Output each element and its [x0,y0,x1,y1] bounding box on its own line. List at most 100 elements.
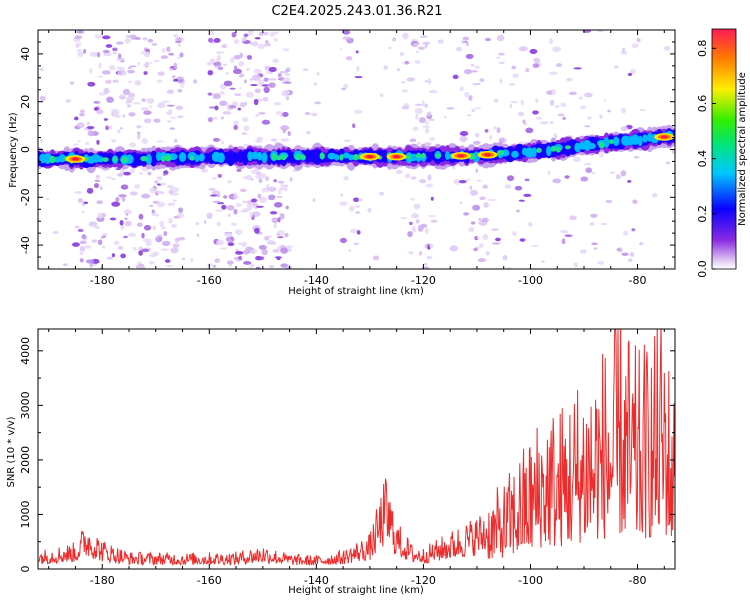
spectrogram-noise-blob [379,93,384,98]
spectrogram-noise-blob [459,130,469,136]
spectrogram-ridge-segment [97,156,104,163]
spectrogram-noise-blob [168,217,173,224]
spectrogram-noise-blob [148,261,155,265]
spectrogram-noise-blob [268,82,276,88]
spectrogram-noise-blob [222,111,232,115]
spectrogram-noise-blob [585,167,593,174]
spectrogram-noise-blob [129,191,138,196]
spectrogram-noise-blob [470,70,478,73]
spectrogram-noise-blob [129,142,136,148]
spectrogram-noise-blob [172,243,180,248]
spectrogram-noise-blob [277,73,282,78]
spectrogram-noise-blob [160,55,169,59]
spectrogram-ridge-segment [334,154,340,161]
spectrogram-noise-blob [493,98,499,103]
spectrogram-noise-blob [261,84,270,87]
spectrogram-noise-blob [137,133,141,140]
spectrogram-noise-blob [476,179,482,182]
spectrogram-noise-blob [287,131,291,136]
spectrogram-noise-blob [615,174,621,180]
spectrogram-noise-blob [243,33,249,38]
spectrogram-noise-blob [89,51,99,57]
colorbar-label: Normalized spectral amplitude [737,72,748,226]
spectrogram-noise-blob [213,38,221,43]
spectrogram-noise-blob [206,61,213,66]
spectrogram-noise-blob [210,194,218,197]
spectrogram-noise-blob [473,247,479,252]
spectrogram-noise-blob [216,221,221,227]
spectrogram-noise-blob [242,176,248,179]
spectrogram-noise-blob [620,126,629,132]
spectrogram-noise-blob [203,219,207,224]
snr-x-tick-label: -120 [411,574,436,587]
spectrogram-noise-blob [129,65,137,68]
spectrogram-noise-blob [163,170,169,175]
spectrogram-noise-blob [566,78,573,82]
spectrogram-noise-blob [580,176,589,182]
spectrogram-noise-blob [591,172,596,175]
spectrogram-noise-blob [572,156,581,163]
spectrogram-ridge-segment [275,155,283,161]
spectrogram-noise-blob [167,184,174,189]
spectrogram-noise-blob [172,199,177,202]
spectrogram-noise-blob [253,68,262,74]
spectrogram-noise-blob [444,115,447,119]
spectrogram-noise-blob [112,52,118,55]
spectrogram-noise-blob [388,46,392,50]
spectrogram-noise-blob [399,51,404,56]
spectrogram-noise-blob [244,101,248,106]
spectrogram-frame [37,29,676,270]
spectrogram-noise-blob [580,249,587,254]
spectrogram-noise-blob [598,153,605,158]
colorbar-gradient [711,28,737,270]
spectrogram-ridge-segment [319,152,325,160]
spectrogram-noise-blob [156,234,161,237]
spectrogram-noise-blob [523,193,532,197]
spectrogram-peak-max [457,154,465,158]
spectrogram-noise-blob [254,36,261,40]
spectrogram-noise-blob [525,67,530,73]
spectrogram-noise-blob [589,222,595,227]
spectrogram-noise-blob [207,70,214,76]
spectrogram-noise-blob [231,31,237,38]
spectrogram-noise-blob [226,260,234,265]
spectrogram-noise-blob [273,101,282,106]
spectrogram-noise-blob [269,211,278,215]
spectrogram-noise-blob [167,109,173,116]
spectrogram-y-tick-label: 20 [19,95,32,109]
spectrogram-noise-blob [396,68,401,72]
spectrogram-noise-blob [122,88,131,95]
spectrogram-noise-blob [281,89,291,95]
spectrogram-noise-blob [149,187,157,194]
spectrogram-noise-blob [83,48,87,54]
spectrogram-noise-blob [177,89,183,93]
spectrogram-noise-blob [219,100,228,106]
spectrogram-noise-blob [414,60,421,64]
spectrogram-noise-blob [267,186,277,192]
spectrogram-noise-blob [511,65,516,70]
spectrogram-noise-blob [166,46,171,53]
spectrogram-noise-blob [132,246,137,251]
spectrogram-noise-blob [548,71,558,75]
spectrogram-noise-blob [278,188,282,195]
spectrogram-noise-blob [339,237,347,244]
spectrogram-noise-blob [471,108,476,113]
spectrogram-noise-blob [175,40,182,44]
spectrogram-noise-blob [87,81,96,87]
spectrogram-noise-blob [145,241,152,246]
spectrogram-noise-blob [620,107,627,114]
spectrogram-noise-blob [109,65,116,71]
spectrogram-noise-blob [152,225,157,231]
spectrogram-noise-blob [469,185,472,191]
spectrogram-noise-blob [282,111,289,117]
spectrogram-noise-blob [554,104,560,109]
spectrogram-noise-blob [425,127,430,134]
spectrogram-noise-blob [314,101,322,105]
spectrogram-noise-blob [356,230,361,235]
spectrogram-noise-blob [96,200,103,205]
spectrogram-noise-blob [102,35,111,40]
spectrogram-noise-blob [620,50,628,55]
spectrogram-noise-blob [560,229,569,234]
spectrogram-ridge-segment [217,152,225,164]
spectrogram-noise-blob [277,180,285,184]
